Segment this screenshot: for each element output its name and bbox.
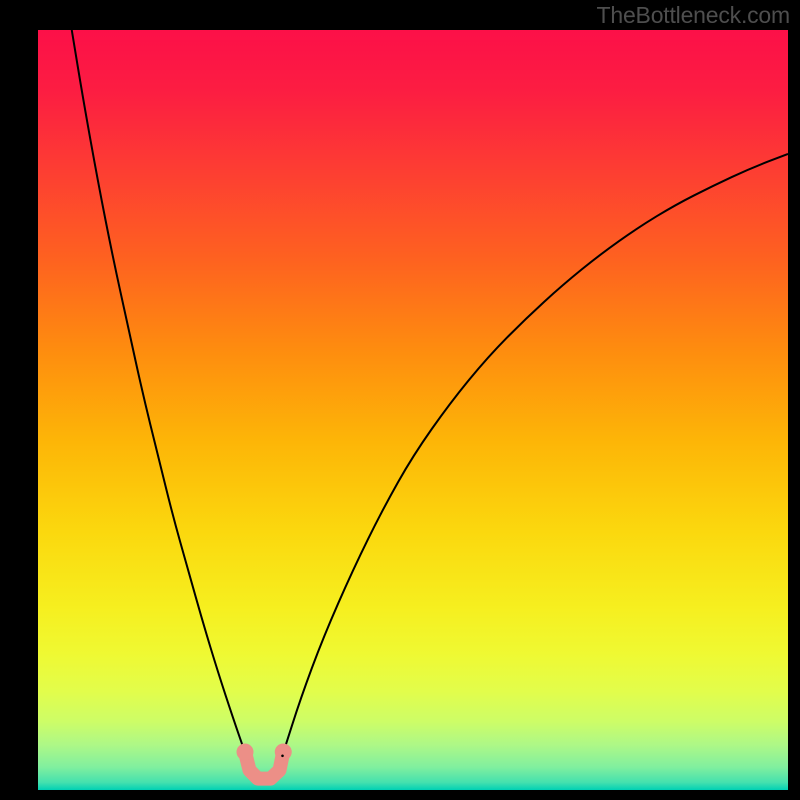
curve-marker-dot: [281, 755, 284, 758]
watermark-text: TheBottleneck.com: [597, 2, 790, 29]
plot-background: [38, 30, 788, 790]
bottleneck-chart: [0, 0, 800, 800]
chart-container: TheBottleneck.com: [0, 0, 800, 800]
curve-endpoint-dot: [275, 744, 292, 761]
curve-endpoint-dot: [237, 744, 254, 761]
